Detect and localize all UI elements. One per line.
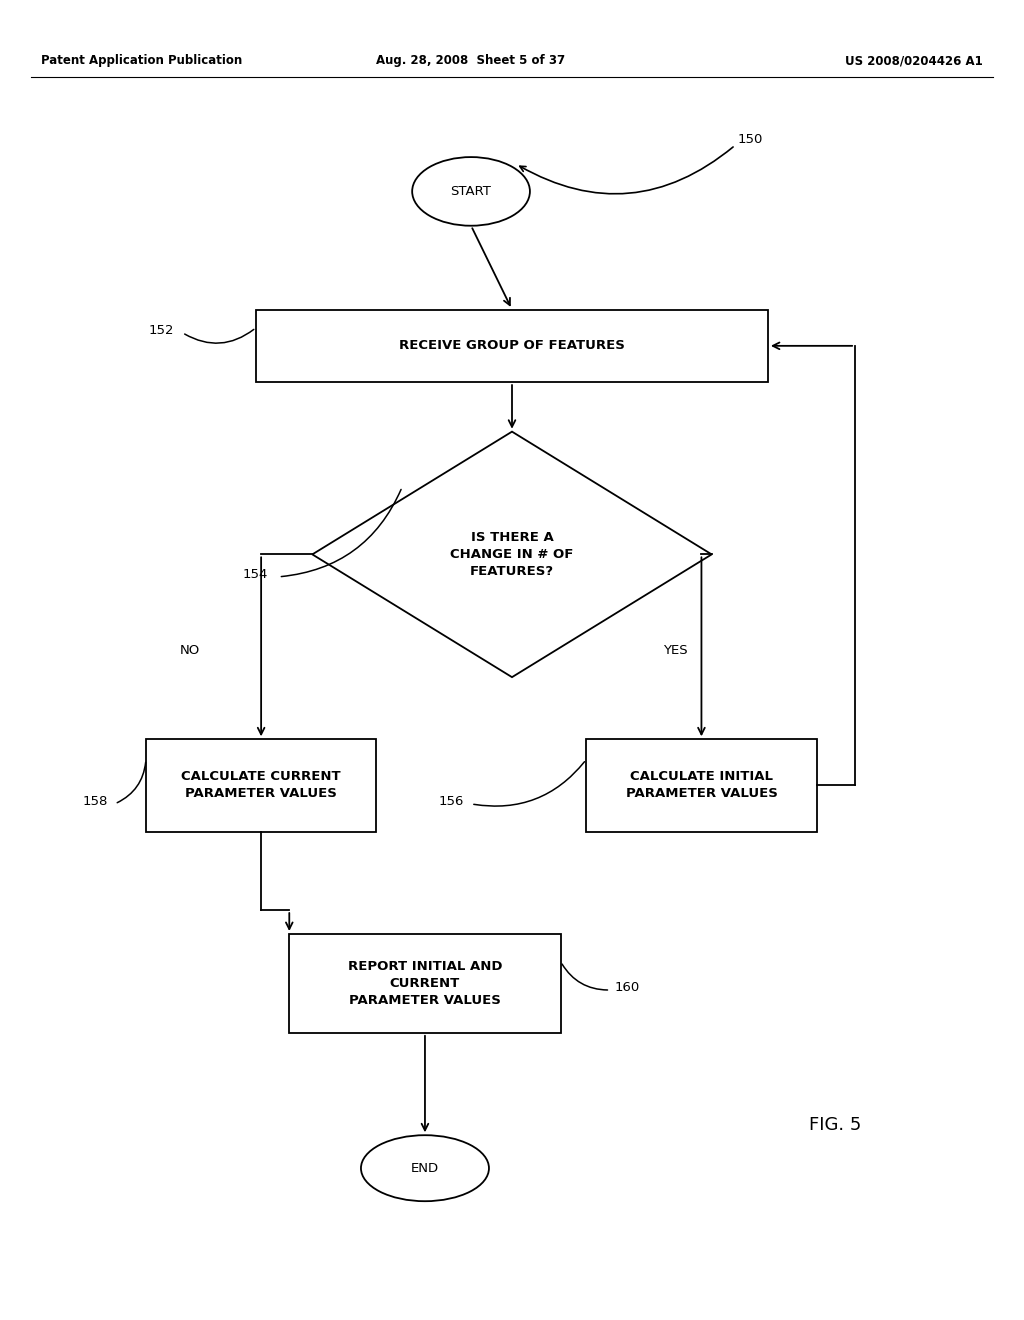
Text: END: END (411, 1162, 439, 1175)
Text: CALCULATE CURRENT
PARAMETER VALUES: CALCULATE CURRENT PARAMETER VALUES (181, 771, 341, 800)
Polygon shape (312, 432, 712, 677)
Ellipse shape (360, 1135, 489, 1201)
Text: 154: 154 (243, 568, 268, 581)
Text: IS THERE A
CHANGE IN # OF
FEATURES?: IS THERE A CHANGE IN # OF FEATURES? (451, 531, 573, 578)
Bar (146, 739, 377, 832)
Text: 152: 152 (148, 323, 174, 337)
Text: NO: NO (179, 644, 200, 657)
Text: START: START (451, 185, 492, 198)
Text: 150: 150 (737, 133, 763, 147)
Ellipse shape (412, 157, 530, 226)
Text: CALCULATE INITIAL
PARAMETER VALUES: CALCULATE INITIAL PARAMETER VALUES (626, 771, 777, 800)
Text: 158: 158 (82, 795, 108, 808)
Text: Patent Application Publication: Patent Application Publication (41, 54, 243, 67)
Text: 156: 156 (438, 795, 464, 808)
Text: RECEIVE GROUP OF FEATURES: RECEIVE GROUP OF FEATURES (399, 339, 625, 352)
Text: 160: 160 (614, 981, 640, 994)
Bar (289, 935, 561, 1032)
Text: US 2008/0204426 A1: US 2008/0204426 A1 (845, 54, 983, 67)
Text: Aug. 28, 2008  Sheet 5 of 37: Aug. 28, 2008 Sheet 5 of 37 (377, 54, 565, 67)
Bar (586, 739, 817, 832)
Text: FIG. 5: FIG. 5 (809, 1115, 861, 1134)
Bar (256, 309, 768, 383)
Text: REPORT INITIAL AND
CURRENT
PARAMETER VALUES: REPORT INITIAL AND CURRENT PARAMETER VAL… (348, 960, 502, 1007)
Text: YES: YES (664, 644, 688, 657)
